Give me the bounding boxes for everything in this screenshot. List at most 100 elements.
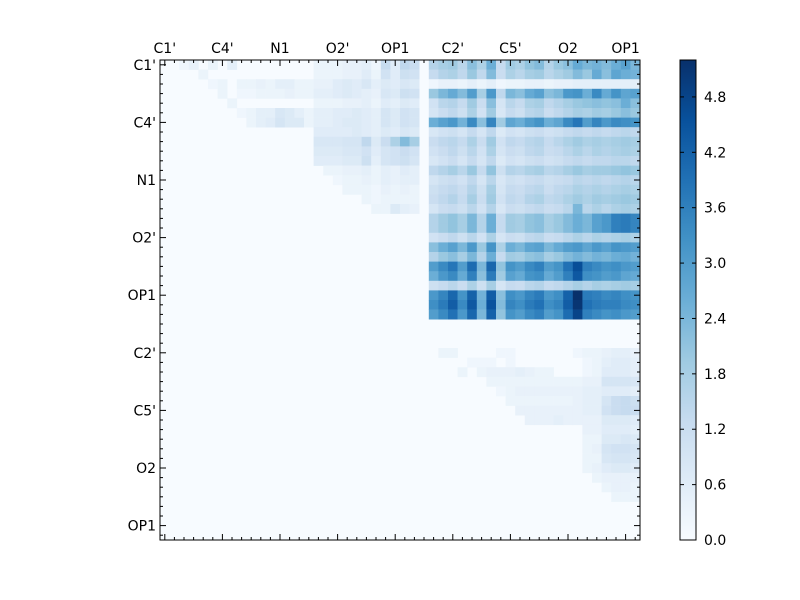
heatmap-cell (582, 60, 593, 70)
heatmap-cell (592, 252, 602, 262)
heatmap-cell (563, 69, 574, 80)
heatmap-cell (352, 60, 362, 70)
heatmap-cell (390, 79, 401, 90)
heatmap-cell (457, 175, 468, 186)
heatmap-cell (342, 117, 353, 128)
heatmap-cell (361, 184, 372, 195)
heatmap-cell (620, 194, 631, 205)
heatmap-cell (601, 60, 612, 70)
heatmap-cell (601, 204, 612, 214)
heatmap-cell (476, 98, 487, 109)
heatmap-cell (390, 175, 401, 186)
heatmap-cell (592, 146, 602, 157)
heatmap-cell (390, 136, 401, 147)
heatmap-cell (534, 146, 545, 157)
y-tick-label: C2' (133, 346, 156, 362)
heatmap-cell (601, 252, 612, 262)
heatmap-cell (592, 386, 602, 397)
heatmap-cell (448, 300, 458, 310)
heatmap-cell (505, 232, 516, 243)
heatmap-cell (486, 357, 497, 368)
heatmap-cell (208, 60, 218, 70)
heatmap-cell (313, 146, 324, 157)
heatmap-cell (467, 60, 478, 70)
heatmap-cell (572, 415, 583, 426)
heatmap-cell (380, 184, 391, 195)
heatmap-cell (476, 271, 487, 282)
heatmap-cell (601, 213, 612, 224)
heatmap-cell (630, 108, 641, 118)
heatmap-cell (467, 290, 478, 301)
heatmap-cell (246, 88, 257, 99)
heatmap-cell (582, 376, 593, 387)
heatmap-cell (601, 376, 612, 387)
heatmap-cell (524, 271, 535, 282)
heatmap-cell (390, 156, 401, 166)
heatmap-cell (544, 175, 554, 186)
heatmap-cell (553, 242, 564, 253)
heatmap-cell (313, 108, 324, 118)
heatmap-cell (582, 434, 593, 445)
heatmap-cell (476, 252, 487, 262)
heatmap-cell (496, 79, 506, 90)
heatmap-cell (380, 204, 391, 214)
heatmap-cell (409, 184, 420, 195)
heatmap-cell (563, 108, 574, 118)
heatmap-cell (601, 194, 612, 205)
heatmap-cell (486, 146, 497, 157)
heatmap-cell (515, 194, 526, 205)
heatmap-cell (524, 165, 535, 176)
heatmap-cell (467, 271, 478, 282)
heatmap-cell (342, 165, 353, 176)
heatmap-cell (534, 108, 545, 118)
heatmap-cell (534, 376, 545, 387)
heatmap-cell (428, 271, 439, 282)
heatmap-cell (630, 396, 641, 406)
heatmap-cell (467, 261, 478, 272)
heatmap-cell (496, 136, 506, 147)
heatmap-cell (342, 69, 353, 80)
heatmap-cell (582, 223, 593, 234)
heatmap-cell (601, 223, 612, 234)
heatmap-cell (428, 252, 439, 262)
heatmap-cell (515, 261, 526, 272)
heatmap-cell (563, 309, 574, 320)
heatmap-cell (620, 242, 631, 253)
heatmap-cell (620, 184, 631, 195)
heatmap-cell (534, 175, 545, 186)
heatmap-cell (630, 136, 641, 147)
heatmap-cell (544, 415, 554, 426)
x-tick-label: OP1 (381, 41, 409, 57)
heatmap-cell (486, 242, 497, 253)
heatmap-cell (544, 88, 554, 99)
heatmap-cell (572, 156, 583, 166)
heatmap-cell (457, 79, 468, 90)
heatmap-cell (534, 117, 545, 128)
heatmap-cell (515, 386, 526, 397)
heatmap-cell (467, 252, 478, 262)
heatmap-cell (515, 309, 526, 320)
heatmap-cell (620, 472, 631, 483)
heatmap-cell (553, 204, 564, 214)
heatmap-cell (256, 88, 266, 99)
heatmap-cell (572, 117, 583, 128)
heatmap-cell (534, 232, 545, 243)
heatmap-cell (553, 252, 564, 262)
heatmap-cell (323, 60, 334, 70)
heatmap-cell (620, 415, 631, 426)
heatmap-cell (592, 396, 602, 406)
heatmap-cell (592, 156, 602, 166)
heatmap-cell (601, 127, 612, 138)
heatmap-cell (630, 146, 641, 157)
heatmap-cell (515, 184, 526, 195)
heatmap-cell (496, 290, 506, 301)
heatmap-cell (457, 60, 468, 70)
heatmap-cell (563, 223, 574, 234)
heatmap-cell (563, 386, 574, 397)
heatmap-cell (371, 69, 382, 80)
heatmap-cell (630, 165, 641, 176)
heatmap-cell (371, 175, 382, 186)
heatmap-cell (582, 309, 593, 320)
heatmap-cell (371, 204, 382, 214)
heatmap-cell (496, 165, 506, 176)
